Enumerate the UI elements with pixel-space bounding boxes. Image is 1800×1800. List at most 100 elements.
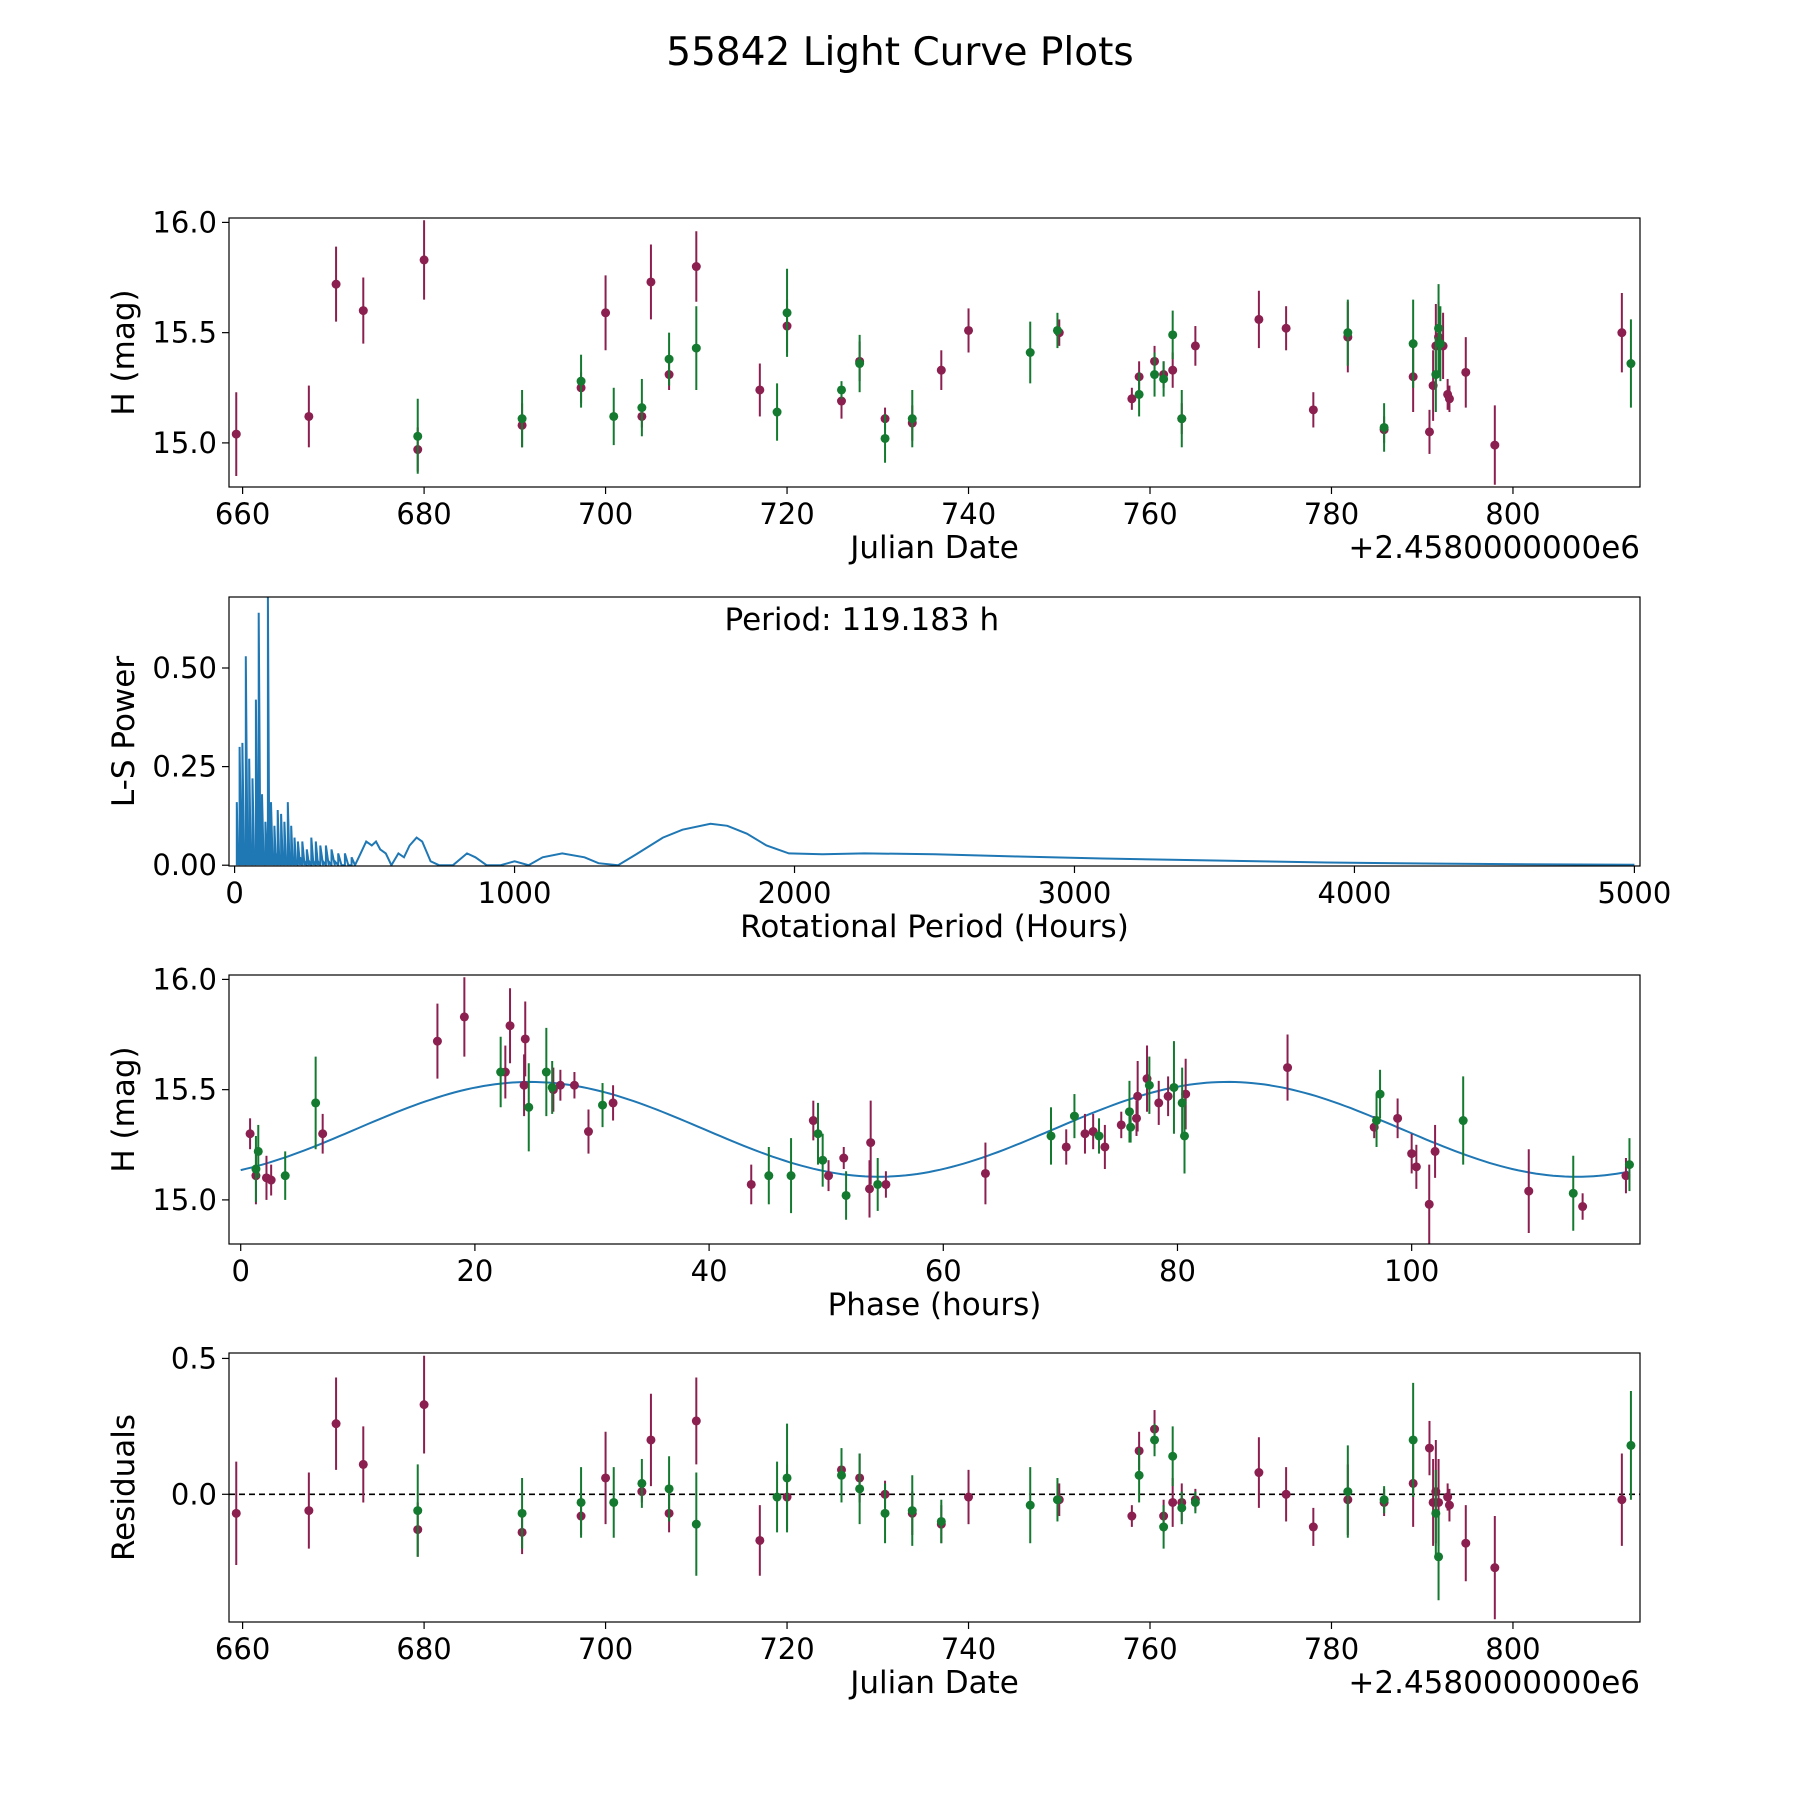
x-axis-label: Julian Date — [848, 530, 1019, 566]
data-point — [1080, 1129, 1090, 1139]
data-point — [664, 354, 674, 364]
data-point — [1168, 1497, 1178, 1507]
periodogram-line — [235, 597, 1635, 866]
x-tick-label: 3000 — [1038, 876, 1112, 910]
data-point — [1179, 1131, 1189, 1141]
data-point — [855, 1484, 865, 1494]
data-point — [1168, 365, 1178, 375]
plot-area — [240, 977, 1634, 1244]
data-point — [1133, 1091, 1143, 1101]
data-point — [231, 1508, 241, 1518]
y-tick-label: 16.0 — [152, 962, 217, 996]
data-point — [519, 1080, 529, 1090]
data-point — [1069, 1111, 1079, 1121]
data-point — [304, 1506, 314, 1516]
data-point — [1061, 1142, 1071, 1152]
data-point — [1025, 1500, 1035, 1510]
series-filter-b — [413, 268, 1636, 474]
data-point — [1490, 1563, 1500, 1573]
y-tick-label: 15.5 — [152, 316, 217, 350]
x-tick-label: 780 — [1304, 497, 1359, 531]
data-point — [1424, 1199, 1434, 1209]
data-point — [1443, 1492, 1453, 1502]
data-point — [1408, 1435, 1418, 1445]
data-point — [824, 1171, 834, 1181]
data-point — [1124, 1107, 1134, 1117]
data-point — [881, 1179, 891, 1189]
x-tick-label: 0 — [225, 876, 243, 910]
y-axis-label: H (mag) — [106, 1046, 142, 1172]
x-tick-label: 760 — [1122, 1632, 1177, 1666]
data-point — [839, 1153, 849, 1163]
data-point — [1150, 1435, 1160, 1445]
data-point — [609, 1497, 619, 1507]
data-point — [836, 385, 846, 395]
data-point — [1435, 339, 1445, 349]
series-filter-a — [231, 1355, 1627, 1620]
data-point — [253, 1146, 263, 1156]
data-point — [583, 1127, 593, 1137]
data-point — [280, 1171, 290, 1181]
data-point — [1181, 1089, 1191, 1099]
data-point — [1177, 414, 1187, 424]
data-point — [413, 1506, 423, 1516]
x-tick-label: 20 — [456, 1254, 493, 1288]
data-point — [808, 1116, 818, 1126]
x-tick-label: 1000 — [478, 876, 552, 910]
data-point — [304, 411, 314, 421]
data-point — [936, 1516, 946, 1526]
data-point — [1159, 374, 1169, 384]
data-point — [1100, 1142, 1110, 1152]
data-point — [609, 411, 619, 421]
data-point — [1190, 1497, 1200, 1507]
axes-frame — [228, 1352, 1641, 1623]
data-point — [1624, 1160, 1634, 1170]
x-tick-label: 720 — [759, 1632, 814, 1666]
x-tick-label: 760 — [1122, 497, 1177, 531]
data-point — [880, 1508, 890, 1518]
y-tick-label: 15.0 — [152, 1183, 217, 1217]
data-point — [1283, 1063, 1293, 1073]
data-point — [1134, 389, 1144, 399]
data-point — [841, 1190, 851, 1200]
x-offset-text: +2.4580000000e6 — [1348, 530, 1640, 566]
data-point — [873, 1179, 883, 1189]
data-point — [1150, 370, 1160, 380]
data-point — [1144, 1080, 1154, 1090]
series-filter-a — [245, 977, 1631, 1244]
data-point — [541, 1067, 551, 1077]
data-point — [1444, 394, 1454, 404]
x-tick-label: 4000 — [1318, 876, 1392, 910]
data-point — [1379, 1495, 1389, 1505]
data-point — [608, 1098, 618, 1108]
data-point — [637, 1478, 647, 1488]
data-point — [1343, 328, 1353, 338]
data-point — [764, 1171, 774, 1181]
data-point — [1163, 1091, 1173, 1101]
data-point — [1190, 341, 1200, 351]
data-point — [782, 1473, 792, 1483]
data-point — [980, 1168, 990, 1178]
data-point — [505, 1021, 515, 1031]
data-point — [1578, 1202, 1588, 1212]
figure-title: 55842 Light Curve Plots — [666, 30, 1134, 75]
x-tick-label: 0 — [231, 1254, 249, 1288]
data-point — [1461, 1538, 1471, 1548]
axes-frame — [228, 974, 1641, 1245]
plot-area — [235, 597, 1635, 866]
data-point — [266, 1175, 276, 1185]
data-point — [1025, 348, 1035, 357]
data-point — [1617, 328, 1627, 338]
data-point — [637, 403, 647, 413]
data-point — [1372, 1116, 1382, 1126]
data-point — [1168, 1451, 1178, 1461]
data-point — [1308, 1522, 1318, 1532]
data-point — [746, 1179, 756, 1189]
data-point — [520, 1034, 530, 1044]
data-point — [818, 1155, 828, 1165]
data-point — [1127, 1511, 1137, 1521]
x-tick-label: 80 — [1159, 1254, 1196, 1288]
data-point — [1568, 1188, 1578, 1198]
data-point — [964, 1492, 974, 1502]
x-offset-text: +2.4580000000e6 — [1348, 1665, 1640, 1701]
